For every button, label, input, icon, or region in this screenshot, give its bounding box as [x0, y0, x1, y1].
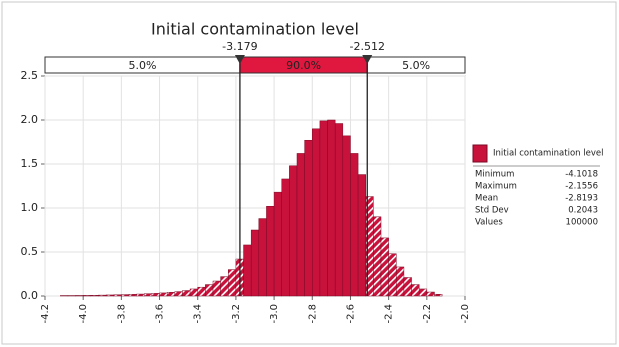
histogram-bar — [151, 293, 160, 297]
x-tick-label: -4.2 — [40, 304, 51, 324]
histogram-bar — [327, 119, 336, 297]
histogram-bar — [296, 153, 305, 297]
x-tick-label: -2.0 — [460, 304, 471, 324]
histogram-bar — [136, 293, 145, 297]
histogram-bar — [418, 288, 428, 297]
histogram-bar — [403, 277, 412, 297]
chart-title: Initial contamination level — [151, 20, 359, 39]
histogram-bar — [220, 276, 229, 297]
y-tick-label: 1.5 — [21, 157, 39, 170]
region-label: 5.0% — [128, 59, 156, 72]
histogram-bar — [166, 292, 176, 297]
histogram-bar — [75, 295, 84, 297]
x-tick-label: -3.8 — [116, 304, 127, 324]
histogram-bar — [388, 253, 397, 297]
histogram-bar — [90, 295, 99, 297]
histogram-bar — [434, 293, 443, 297]
histogram-bar — [334, 123, 344, 297]
stat-value: 100000 — [566, 218, 598, 228]
histogram-bar — [342, 135, 351, 297]
histogram-bar — [159, 292, 168, 297]
region-label: 5.0% — [402, 59, 430, 72]
stat-value: -2.8193 — [565, 194, 598, 204]
histogram-bar — [228, 269, 237, 297]
stat-name: Values — [475, 218, 503, 228]
histogram-bar — [105, 294, 114, 297]
delimiter-label: -3.179 — [222, 40, 257, 53]
histogram-bar — [426, 291, 435, 297]
histogram-bar — [144, 293, 153, 297]
x-tick-label: -2.4 — [384, 304, 395, 324]
y-tick-label: 1.0 — [21, 201, 39, 214]
stat-value: -2.1556 — [565, 182, 598, 192]
histogram-bar — [205, 284, 214, 297]
histogram-bar — [373, 216, 382, 297]
histogram-bar — [174, 291, 183, 297]
histogram-bar — [82, 295, 92, 297]
histogram-bar — [128, 294, 137, 297]
histogram-bar — [197, 286, 206, 297]
histogram-bar — [357, 174, 366, 297]
histogram-bar — [182, 290, 191, 297]
histogram-bar — [304, 139, 313, 297]
stat-value: -4.1018 — [565, 170, 598, 180]
stat-name: Minimum — [475, 170, 514, 180]
histogram-bar — [350, 153, 359, 297]
stat-name: Mean — [475, 194, 498, 204]
histogram-bar — [243, 244, 252, 297]
x-tick-label: -3.0 — [269, 304, 280, 324]
histogram-bar — [250, 229, 260, 297]
histogram-bar — [212, 280, 221, 297]
histogram-bar — [121, 294, 130, 297]
x-tick-label: -2.6 — [345, 304, 356, 324]
x-tick-label: -3.2 — [231, 304, 242, 324]
legend-swatch — [472, 144, 488, 163]
stat-value: 0.2043 — [568, 206, 598, 216]
delimiter-label: -2.512 — [350, 40, 385, 53]
histogram-bar — [312, 128, 321, 297]
histogram-bar — [380, 237, 389, 297]
histogram-bar — [258, 218, 267, 297]
histogram-bar — [273, 191, 282, 297]
y-tick-label: 2.5 — [21, 69, 39, 82]
x-tick-label: -4.0 — [78, 304, 89, 324]
histogram-bar — [189, 288, 198, 297]
stat-name: Maximum — [475, 182, 517, 192]
x-tick-label: -2.8 — [307, 304, 318, 324]
y-tick-label: 0.5 — [21, 245, 39, 258]
y-tick-label: 0.0 — [21, 289, 39, 302]
legend-label: Initial contamination level — [493, 149, 603, 159]
histogram-bar — [113, 294, 122, 297]
histogram-bar — [281, 178, 290, 297]
histogram-bar — [289, 165, 298, 297]
histogram-bar — [319, 120, 328, 297]
delimiter-handle — [362, 55, 373, 64]
histogram-bar — [411, 284, 420, 297]
histogram-bar — [266, 205, 275, 297]
region-label: 90.0% — [286, 59, 321, 72]
x-tick-label: -2.2 — [422, 304, 433, 324]
x-tick-label: -3.4 — [193, 304, 204, 324]
histogram-bar — [396, 266, 405, 297]
delimiter-handle — [234, 55, 245, 64]
stat-name: Std Dev — [475, 206, 509, 216]
histogram-bar — [98, 294, 107, 297]
y-tick-label: 2.0 — [21, 113, 39, 126]
x-tick-label: -3.6 — [155, 304, 166, 324]
